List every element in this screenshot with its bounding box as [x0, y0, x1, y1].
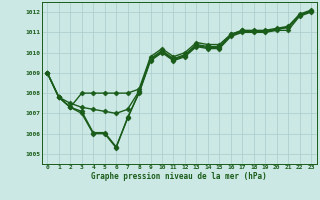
X-axis label: Graphe pression niveau de la mer (hPa): Graphe pression niveau de la mer (hPa) [91, 172, 267, 181]
